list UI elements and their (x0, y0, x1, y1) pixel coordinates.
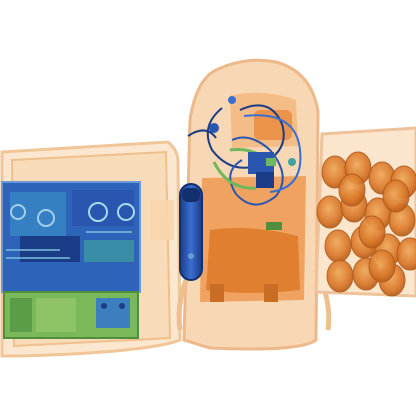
laptop-battery (3, 291, 139, 339)
round-item (316, 195, 344, 229)
round-item (396, 237, 416, 271)
round-item (326, 259, 354, 293)
electronics (209, 96, 296, 230)
round-item (382, 179, 410, 213)
laptop (1, 181, 141, 293)
laptop-bag (0, 140, 182, 358)
round-item (358, 215, 386, 249)
round-item (338, 173, 366, 207)
backpack (176, 58, 332, 351)
round-item (368, 249, 396, 283)
box-of-round-items (314, 126, 416, 298)
flashlight (179, 183, 203, 281)
round-item (324, 229, 352, 263)
